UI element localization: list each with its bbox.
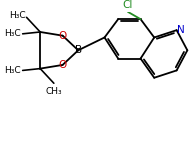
Text: O: O (59, 60, 67, 70)
Text: H₃C: H₃C (9, 11, 26, 20)
Text: H₃C: H₃C (4, 66, 21, 75)
Text: B: B (75, 45, 82, 55)
Text: N: N (177, 25, 184, 35)
Text: H₃C: H₃C (4, 29, 21, 38)
Text: O: O (59, 31, 67, 41)
Text: Cl: Cl (123, 0, 133, 9)
Text: CH₃: CH₃ (46, 87, 62, 96)
